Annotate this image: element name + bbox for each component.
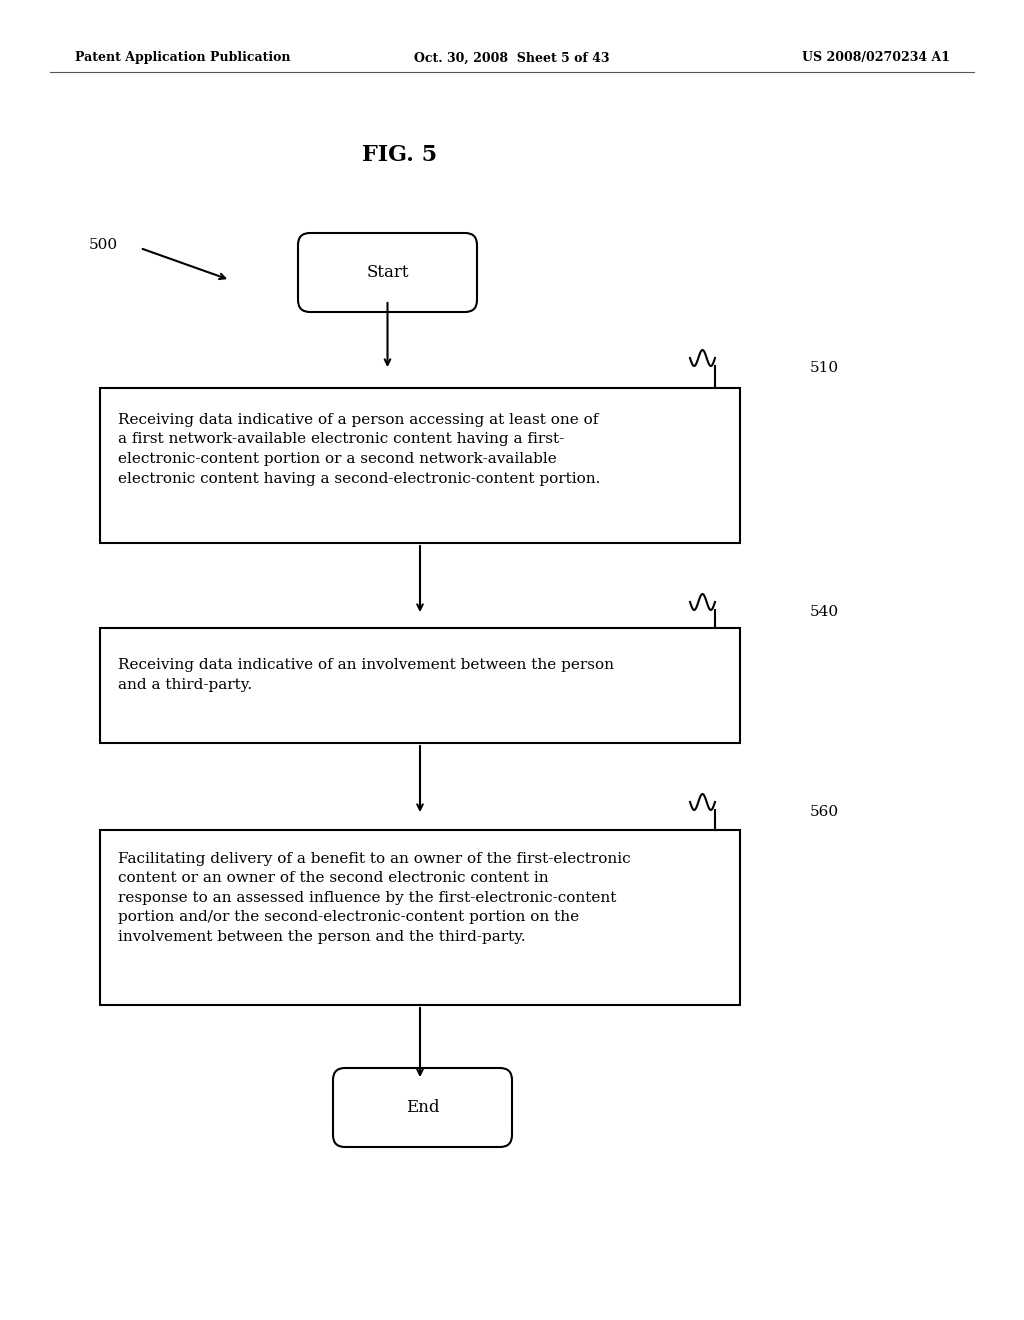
Text: Receiving data indicative of an involvement between the person
and a third-party: Receiving data indicative of an involvem… (118, 657, 614, 692)
Text: Patent Application Publication: Patent Application Publication (75, 51, 291, 65)
FancyBboxPatch shape (100, 388, 740, 543)
Text: 560: 560 (810, 805, 839, 818)
Text: Facilitating delivery of a benefit to an owner of the first-electronic
content o: Facilitating delivery of a benefit to an… (118, 851, 631, 944)
FancyBboxPatch shape (298, 234, 477, 312)
Text: 540: 540 (810, 605, 839, 619)
Text: Receiving data indicative of a person accessing at least one of
a first network-: Receiving data indicative of a person ac… (118, 413, 600, 486)
FancyBboxPatch shape (100, 628, 740, 743)
Text: US 2008/0270234 A1: US 2008/0270234 A1 (802, 51, 950, 65)
Text: FIG. 5: FIG. 5 (362, 144, 437, 166)
FancyBboxPatch shape (100, 830, 740, 1005)
Text: End: End (406, 1100, 439, 1115)
Text: 510: 510 (810, 360, 839, 375)
FancyBboxPatch shape (333, 1068, 512, 1147)
Text: 500: 500 (89, 238, 118, 252)
Text: Start: Start (367, 264, 409, 281)
Text: Oct. 30, 2008  Sheet 5 of 43: Oct. 30, 2008 Sheet 5 of 43 (415, 51, 609, 65)
